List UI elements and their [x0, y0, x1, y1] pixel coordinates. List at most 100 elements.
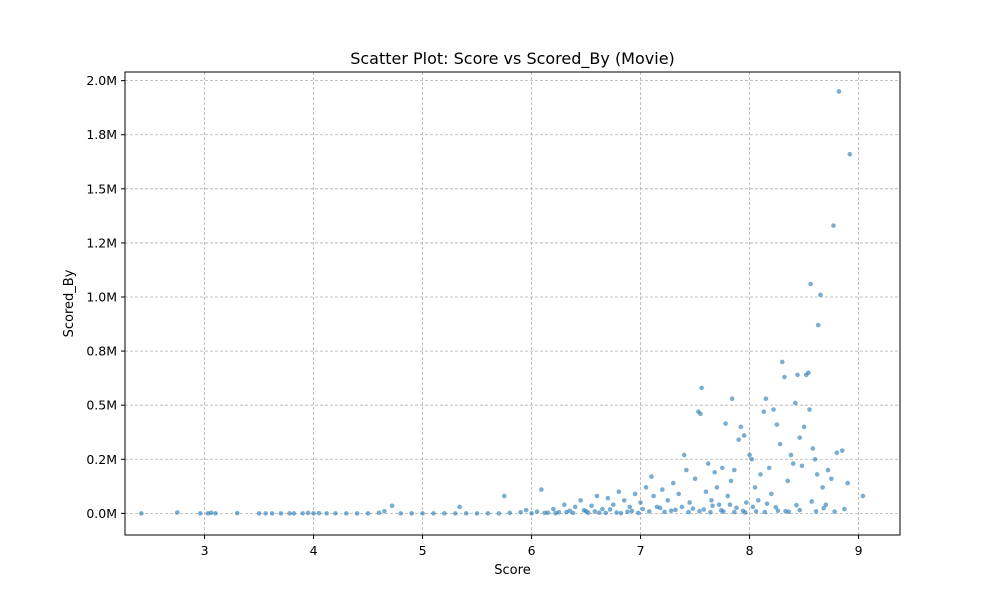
- scatter-point: [684, 467, 689, 473]
- scatter-point: [738, 424, 744, 430]
- scatter-point: [589, 503, 594, 509]
- scatter-point: [779, 359, 785, 365]
- scatter-point: [686, 509, 691, 515]
- scatter-point: [797, 435, 803, 440]
- scatter-point: [761, 409, 767, 414]
- scatter-point: [773, 505, 779, 510]
- scatter-point: [572, 504, 578, 510]
- scatter-point: [709, 498, 714, 503]
- scatter-point: [502, 493, 507, 499]
- scatter-point: [333, 511, 338, 516]
- scatter-point: [813, 509, 819, 514]
- scatter-point: [793, 400, 798, 406]
- scatter-point: [463, 511, 469, 516]
- scatter-point: [777, 441, 783, 447]
- scatter-point: [518, 509, 523, 515]
- scatter-point: [847, 151, 853, 157]
- scatter-point: [269, 511, 275, 516]
- scatter-point: [753, 509, 759, 514]
- scatter-point: [736, 437, 741, 443]
- scatter-point: [786, 509, 792, 515]
- scatter-point: [614, 510, 619, 515]
- scatter-point: [825, 467, 831, 473]
- scatter-point: [665, 498, 671, 503]
- scatter-point: [752, 485, 758, 490]
- scatter-point: [607, 507, 613, 512]
- scatter-point: [734, 505, 739, 511]
- scatter-point: [234, 510, 240, 516]
- scatter-point: [810, 446, 816, 451]
- scatter-point: [832, 509, 837, 514]
- scatter-point: [662, 509, 667, 515]
- x-tick-label: 3: [201, 543, 209, 558]
- scatter-point: [839, 448, 845, 453]
- scatter-point: [485, 511, 491, 516]
- y-tick-label: 1.5M: [86, 181, 117, 196]
- scatter-point: [616, 489, 622, 495]
- scatter-point: [732, 467, 737, 473]
- scatter-point: [523, 507, 529, 513]
- scatter-point: [714, 485, 720, 490]
- scatter-point: [764, 501, 770, 506]
- scatter-point: [834, 450, 840, 456]
- scatter-point: [762, 509, 768, 515]
- x-tick-label: 5: [419, 543, 427, 558]
- scatter-point: [452, 511, 458, 516]
- scatter-point: [551, 506, 556, 512]
- scatter-point: [431, 511, 436, 516]
- scatter-point: [649, 474, 654, 479]
- scatter-point: [749, 456, 755, 462]
- scatter-point: [585, 510, 591, 516]
- scatter-point: [324, 511, 329, 516]
- scatter-point: [812, 456, 818, 462]
- scatter-point: [763, 396, 769, 401]
- scatter-point: [139, 511, 144, 516]
- y-tick-label: 1.2M: [86, 235, 117, 250]
- scatter-point: [632, 491, 638, 497]
- scatter-point: [790, 461, 796, 466]
- scatter-point: [716, 502, 722, 508]
- scatter-point: [382, 508, 387, 514]
- scatter-point: [807, 407, 812, 412]
- scatter-point: [795, 372, 800, 378]
- scatter-point: [720, 465, 725, 471]
- scatter-point: [729, 396, 735, 401]
- scatter-point: [534, 509, 540, 514]
- scatter-point: [197, 511, 203, 516]
- scatter-point: [831, 223, 836, 228]
- scatter-point: [278, 511, 284, 516]
- scatter-point: [570, 510, 576, 516]
- scatter-point: [676, 491, 682, 497]
- scatter-point: [766, 465, 772, 471]
- scatter-point: [305, 510, 311, 516]
- scatter-point: [627, 504, 632, 510]
- scatter-point: [829, 476, 834, 482]
- scatter-point: [618, 510, 624, 516]
- scatter-point: [592, 509, 598, 514]
- scatter-point: [398, 511, 404, 516]
- scatter-point: [539, 487, 544, 492]
- scatter-point: [600, 506, 605, 512]
- scatter-point: [823, 502, 829, 508]
- scatter-point: [420, 511, 425, 516]
- scatter-point: [699, 385, 704, 391]
- scatter-point: [263, 511, 268, 516]
- scatter-point: [698, 411, 703, 417]
- scatter-point: [727, 502, 733, 508]
- scatter-point: [755, 498, 761, 503]
- scatter-point: [636, 510, 641, 516]
- scatter-point: [594, 493, 600, 499]
- scatter-point: [785, 478, 791, 484]
- scatter-point: [797, 507, 803, 513]
- x-tick-label: 4: [310, 543, 318, 558]
- scatter-point: [376, 510, 382, 516]
- scatter-point: [782, 374, 787, 380]
- scatter-point: [496, 511, 502, 516]
- scatter-point: [842, 506, 847, 512]
- scatter-point: [621, 498, 627, 503]
- scatter-point: [801, 424, 807, 430]
- scatter-point: [769, 491, 774, 497]
- scatter-point: [457, 504, 462, 510]
- chart-title: Scatter Plot: Score vs Scored_By (Movie): [350, 49, 675, 69]
- scatter-point: [553, 510, 558, 516]
